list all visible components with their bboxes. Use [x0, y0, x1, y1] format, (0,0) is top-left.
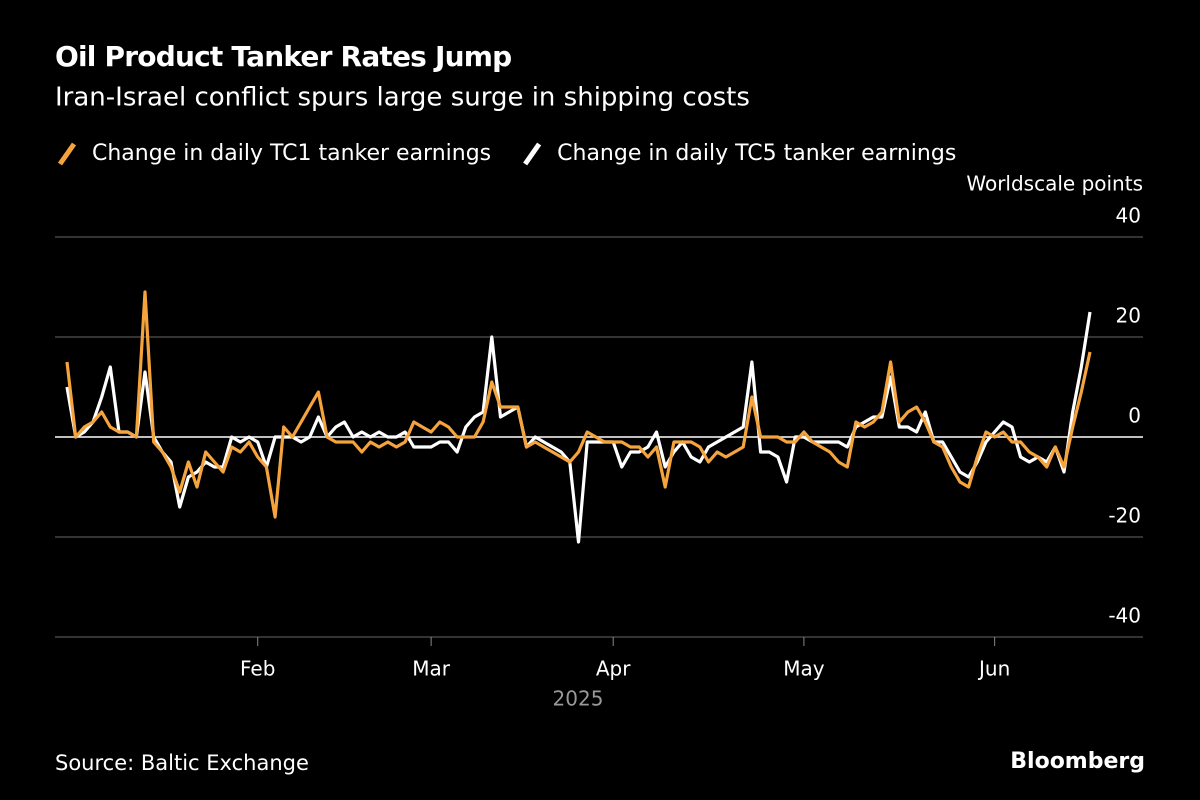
y-tick-label: 20	[1116, 304, 1141, 328]
legend-label: Change in daily TC1 tanker earnings	[92, 141, 491, 166]
x-tick-label: Apr	[596, 657, 631, 681]
line-series	[65, 290, 1092, 519]
x-tick-label: May	[783, 657, 825, 681]
x-tick-label: Jun	[977, 657, 1010, 681]
y-tick-label: 0	[1128, 404, 1141, 428]
y-axis-label: Worldscale points	[966, 172, 1143, 196]
line-series	[65, 311, 1092, 544]
x-axis-label: 2025	[553, 687, 604, 711]
legend-swatch	[57, 142, 77, 166]
y-tick-label: -40	[1108, 604, 1141, 628]
y-tick-label: 40	[1116, 204, 1141, 228]
legend-label: Change in daily TC5 tanker earnings	[557, 141, 956, 166]
y-tick-label: -20	[1108, 504, 1141, 528]
chart-title: Oil Product Tanker Rates Jump	[55, 40, 511, 73]
brand: Bloomberg	[1010, 749, 1145, 774]
legend-swatch	[523, 142, 542, 166]
chart-subtitle: Iran-Israel conflict spurs large surge i…	[55, 83, 750, 113]
x-tick-label: Mar	[412, 657, 451, 681]
x-tick-label: Feb	[240, 657, 275, 681]
source: Source: Baltic Exchange	[55, 751, 309, 775]
